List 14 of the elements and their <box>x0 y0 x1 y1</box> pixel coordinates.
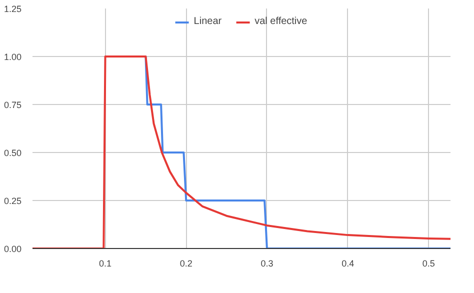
x-tick-label: 0.2 <box>180 258 192 268</box>
y-tick-label: 0.00 <box>4 244 22 254</box>
line-series <box>32 56 450 248</box>
x-tick-label: 0.3 <box>260 258 274 268</box>
x-tick-label: 0.4 <box>342 258 354 268</box>
x-tick-label: 0.1 <box>99 258 112 268</box>
legend-label: val effective <box>254 16 308 27</box>
y-tick-label: 0.50 <box>4 148 22 158</box>
y-tick-label: 1.25 <box>4 4 22 14</box>
legend-label: Linear <box>194 16 222 27</box>
y-tick-label: 0.75 <box>4 100 22 110</box>
y-tick-label: 1.00 <box>4 52 22 62</box>
y-tick-label: 0.25 <box>4 196 22 206</box>
x-tick-label: 0.5 <box>422 258 435 268</box>
